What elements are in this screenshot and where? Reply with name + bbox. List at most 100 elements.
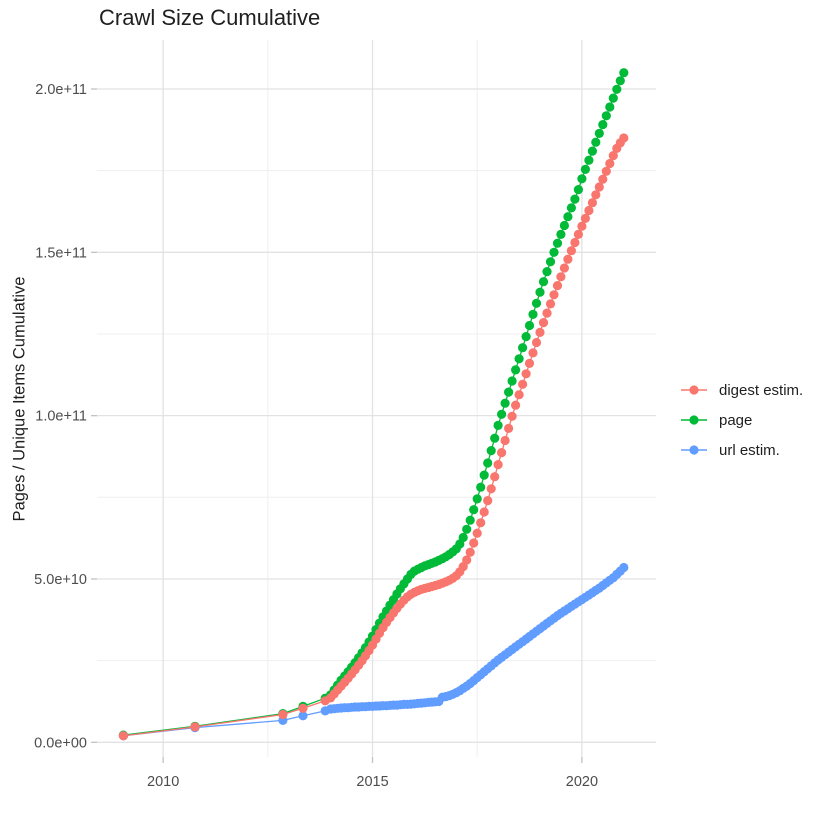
data-point	[472, 528, 482, 538]
data-point	[500, 435, 510, 446]
data-point	[521, 369, 531, 379]
data-point	[594, 182, 604, 192]
data-point	[479, 507, 489, 517]
data-point	[598, 174, 608, 184]
data-point	[619, 133, 629, 143]
data-point	[531, 298, 542, 308]
data-point	[587, 146, 598, 156]
data-point	[497, 409, 507, 419]
series-page	[118, 68, 629, 740]
data-point	[535, 327, 545, 337]
data-point	[504, 387, 514, 397]
legend-label: digest estim.	[719, 381, 804, 399]
data-point	[608, 93, 618, 103]
data-point	[577, 221, 587, 231]
data-point	[278, 709, 288, 720]
data-point	[580, 213, 591, 223]
data-point	[556, 229, 566, 239]
data-point	[601, 111, 611, 121]
data-point	[584, 205, 594, 216]
data-point	[542, 267, 552, 277]
data-point	[538, 318, 549, 328]
data-point	[493, 420, 503, 430]
data-point	[510, 365, 521, 375]
series-digest-estim	[118, 133, 629, 741]
data-point	[563, 254, 573, 264]
data-point	[570, 194, 580, 204]
data-point	[615, 76, 625, 86]
data-point	[507, 411, 517, 421]
data-point	[507, 376, 517, 386]
x-tick-label: 2010	[147, 774, 179, 790]
data-point	[486, 446, 496, 456]
data-point	[559, 220, 570, 231]
legend-item-url-estim: url estim.	[680, 438, 803, 462]
y-tick-label: 1.0e+11	[35, 409, 87, 425]
x-tick-label: 2020	[566, 774, 598, 790]
data-point	[524, 358, 535, 368]
data-point	[298, 703, 308, 713]
data-point	[490, 472, 500, 482]
data-point	[528, 309, 538, 319]
data-point	[598, 120, 608, 130]
x-tick-label: 2015	[356, 774, 388, 790]
data-point	[518, 343, 528, 353]
data-point	[465, 547, 475, 557]
legend: digest estim. page url estim.	[680, 378, 803, 462]
data-point	[584, 155, 594, 165]
data-point	[545, 299, 556, 309]
data-point	[493, 460, 503, 470]
data-point	[605, 102, 615, 112]
data-point	[549, 290, 559, 300]
data-point	[619, 68, 629, 78]
data-point	[462, 524, 472, 534]
data-point	[591, 190, 601, 200]
data-point	[563, 212, 573, 222]
data-point	[514, 354, 524, 364]
data-point	[483, 458, 493, 468]
data-point	[497, 448, 507, 458]
y-tick-label: 0.0e+00	[34, 735, 87, 751]
y-tick-label: 2.0e+11	[35, 82, 87, 98]
legend-key-digest-icon	[681, 385, 707, 395]
data-point	[612, 84, 622, 94]
data-point	[190, 722, 200, 732]
legend-label: page	[719, 411, 753, 429]
data-point	[521, 332, 531, 342]
data-point	[559, 263, 570, 273]
data-point	[483, 496, 493, 506]
data-point	[545, 257, 556, 267]
data-point	[510, 400, 521, 410]
data-point	[577, 174, 587, 184]
data-point	[587, 198, 598, 208]
legend-label: url estim.	[719, 441, 780, 459]
data-point	[542, 308, 552, 318]
data-point	[490, 433, 500, 443]
data-point	[552, 281, 563, 291]
data-point	[573, 185, 584, 195]
data-point	[573, 229, 584, 239]
data-point	[472, 494, 482, 504]
data-point	[524, 320, 535, 331]
data-point	[556, 272, 566, 282]
data-point	[552, 238, 563, 248]
legend-key-url-icon	[681, 445, 707, 455]
data-point	[479, 470, 489, 480]
data-point	[514, 390, 524, 400]
data-point	[570, 237, 580, 248]
data-point	[531, 337, 542, 348]
data-point	[608, 151, 618, 161]
data-point	[601, 166, 611, 176]
data-point	[591, 137, 601, 147]
chart-title: Crawl Size Cumulative	[99, 5, 321, 30]
data-point	[486, 484, 496, 494]
data-point	[566, 246, 577, 256]
data-point	[462, 555, 472, 565]
data-point	[566, 203, 577, 213]
data-point	[580, 164, 591, 174]
data-point	[476, 518, 486, 528]
data-point	[118, 731, 128, 741]
legend-key-page-icon	[681, 415, 707, 425]
